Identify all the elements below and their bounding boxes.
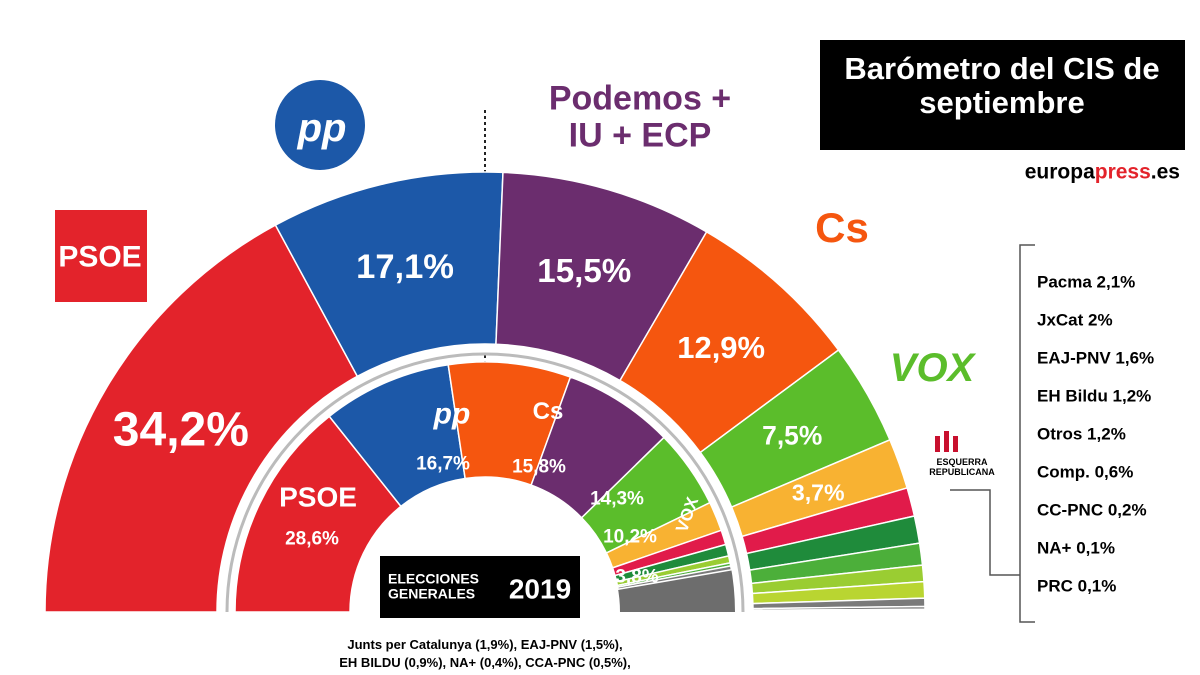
legend-item: NA+ 0,1% <box>1037 538 1115 558</box>
segment <box>234 415 402 613</box>
value-label: 3,7% <box>791 478 845 505</box>
election-label: ELECCIONES GENERALES <box>388 570 480 602</box>
legend-item: CC-PNC 0,2% <box>1037 500 1147 520</box>
footnote: Junts per Catalunya (1,9%), EAJ-PNV (1,5… <box>347 636 623 652</box>
source-part: press <box>1094 160 1151 184</box>
footnote: EH BILDU (0,9%), NA+ (0,4%), CCA-PNC (0,… <box>339 654 631 670</box>
segment <box>616 565 733 591</box>
legend-item: Otros 1,2% <box>1037 424 1126 444</box>
value-label: 15,8% <box>512 456 566 478</box>
legend-item: EAJ-PNV 1,6% <box>1037 348 1155 368</box>
value-label: 28,6% <box>285 528 339 550</box>
election-box <box>380 556 580 618</box>
value-label: 14,3% <box>590 488 644 510</box>
legend-item: PRC 0,1% <box>1037 576 1117 596</box>
legend-item: JxCat 2% <box>1037 310 1113 330</box>
psoe-logo <box>55 210 147 302</box>
title-box <box>820 40 1185 150</box>
source: europapress.es <box>1025 160 1180 183</box>
legend-item: Pacma 2,1% <box>1037 272 1136 292</box>
pp-logo <box>275 80 365 170</box>
party-label: VOX <box>889 346 975 390</box>
erc-logo <box>935 431 958 452</box>
value-label: 10,2% <box>603 526 657 548</box>
title: Barómetro del CIS de septiembre <box>844 51 1160 121</box>
value-label: 12,9% <box>677 330 766 366</box>
source-part: europa <box>1024 160 1095 184</box>
legend-item: EH Bildu 1,2% <box>1037 386 1152 406</box>
value-label: 16,7% <box>416 453 470 475</box>
legend-bracket <box>1019 244 1035 623</box>
value-label: 34,2% <box>112 403 249 457</box>
party-label: pp <box>297 106 347 150</box>
value-label: 3,8% <box>615 566 659 588</box>
value-label: 15,5% <box>537 252 632 290</box>
value-label: 7,5% <box>762 420 823 451</box>
value-label: 17,1% <box>356 248 454 287</box>
segment <box>44 224 359 613</box>
party-label: Cs <box>532 397 564 425</box>
party-label: PSOE <box>279 481 357 513</box>
party-label: ESQUERRA REPUBLICANA <box>929 457 995 477</box>
party-label: PSOE <box>58 240 142 274</box>
connector <box>950 489 1020 576</box>
ring-separator <box>225 352 745 613</box>
segment <box>752 609 926 613</box>
legend-item: Comp. 0,6% <box>1037 462 1134 482</box>
party-label: pp <box>433 397 471 431</box>
election-year: 2019 <box>508 573 572 605</box>
party-label: Podemos + IU + ECP <box>548 79 732 155</box>
party-label: Cs <box>815 203 869 251</box>
source-part: .es <box>1150 160 1180 184</box>
